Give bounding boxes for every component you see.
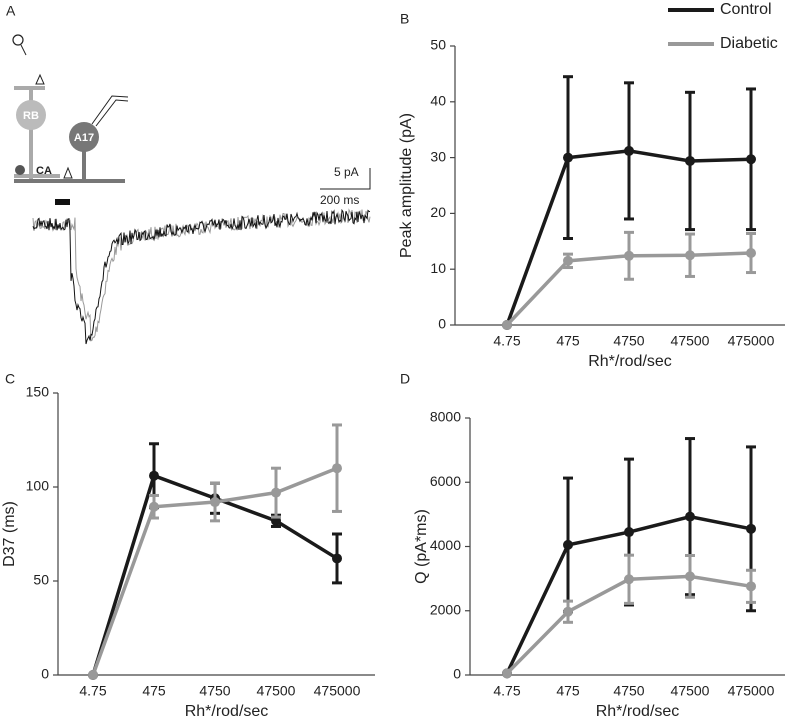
y-axis-label: D37 (ms) xyxy=(1,501,18,567)
point xyxy=(271,487,281,498)
x-tick-label: 475000 xyxy=(314,683,361,699)
x-tick-label: 4.75 xyxy=(493,333,520,349)
x-tick-label: 475 xyxy=(556,333,580,349)
cell-label: A17 xyxy=(74,132,94,144)
x-tick-label: 47500 xyxy=(671,683,710,699)
y-tick-label: 6000 xyxy=(430,473,461,489)
x-tick-label: 47500 xyxy=(257,683,296,699)
x-tick-label: 4.75 xyxy=(79,683,106,699)
x-tick-label: 4750 xyxy=(613,683,644,699)
point xyxy=(624,145,634,156)
y-axis-label: Peak amplitude (pA) xyxy=(398,113,415,258)
electrode xyxy=(91,95,129,125)
panel-label: B xyxy=(400,11,409,27)
point xyxy=(563,152,573,163)
point xyxy=(149,501,159,512)
panel-a: A RB A17 CA 5 pA 200 ms xyxy=(6,3,371,345)
a17-cell xyxy=(69,122,99,152)
x-tick-label: 4750 xyxy=(613,333,644,349)
point xyxy=(624,527,634,538)
legend-label: Diabetic xyxy=(720,35,778,52)
y-tick-label: 30 xyxy=(430,148,446,164)
y-tick-label: 100 xyxy=(26,478,50,494)
point xyxy=(332,463,342,474)
x-tick-label: 47500 xyxy=(671,333,710,349)
point xyxy=(210,497,220,508)
x-axis-label: Rh*/rod/sec xyxy=(596,703,680,720)
point xyxy=(624,574,634,585)
point xyxy=(88,670,98,680)
point xyxy=(746,581,756,592)
y-tick-label: 20 xyxy=(430,204,446,220)
y-tick-label: 0 xyxy=(438,316,446,332)
point xyxy=(624,250,634,261)
point xyxy=(563,606,573,617)
cell-label: RB xyxy=(23,110,39,122)
electrode xyxy=(95,99,129,127)
trace xyxy=(32,208,371,342)
x-axis-label: Rh*/rod/sec xyxy=(185,703,269,720)
y-tick-label: 10 xyxy=(430,260,446,276)
synapse-arrow xyxy=(63,166,73,179)
synapse-label: CA xyxy=(36,165,52,177)
point xyxy=(685,511,695,522)
panel-label: D xyxy=(400,371,410,387)
x-tick-label: 475 xyxy=(556,683,580,699)
point xyxy=(502,320,512,330)
point xyxy=(563,539,573,550)
y-tick-label: 50 xyxy=(430,37,446,53)
point xyxy=(563,255,573,266)
x-tick-label: 475 xyxy=(142,683,166,699)
panel-label: C xyxy=(5,371,15,387)
trace xyxy=(32,208,371,345)
y-tick-label: 50 xyxy=(33,572,49,588)
point xyxy=(746,154,756,165)
point xyxy=(149,470,159,481)
y-tick-label: 8000 xyxy=(430,409,461,425)
y-tick-label: 150 xyxy=(26,384,50,400)
legend-label: Control xyxy=(720,1,772,18)
x-axis-label: Rh*/rod/sec xyxy=(588,353,672,370)
point xyxy=(685,250,695,261)
y-axis-label: Q (pA*ms) xyxy=(413,509,430,584)
scale-label: 5 pA xyxy=(334,165,359,179)
y-tick-label: 2000 xyxy=(430,601,461,617)
x-tick-label: 475000 xyxy=(728,333,775,349)
x-tick-label: 4.75 xyxy=(493,683,520,699)
point xyxy=(685,155,695,166)
point xyxy=(332,553,342,564)
x-tick-label: 4750 xyxy=(199,683,230,699)
y-tick-label: 0 xyxy=(41,666,49,682)
light-icon xyxy=(12,34,24,46)
y-tick-label: 4000 xyxy=(430,537,461,553)
y-tick-label: 0 xyxy=(453,666,461,682)
rb-cell xyxy=(16,100,46,130)
light-arrow xyxy=(35,73,45,85)
y-tick-label: 40 xyxy=(430,93,446,109)
x-tick-label: 475000 xyxy=(728,683,775,699)
light-icon xyxy=(20,44,27,56)
point xyxy=(685,571,695,582)
point xyxy=(502,668,512,679)
panel-label: A xyxy=(6,3,16,19)
scale-bar xyxy=(320,168,371,190)
stimulus-bar xyxy=(55,199,70,205)
point xyxy=(746,523,756,534)
synapse-dot xyxy=(15,165,25,175)
scale-label: 200 ms xyxy=(320,193,359,207)
point xyxy=(746,248,756,259)
